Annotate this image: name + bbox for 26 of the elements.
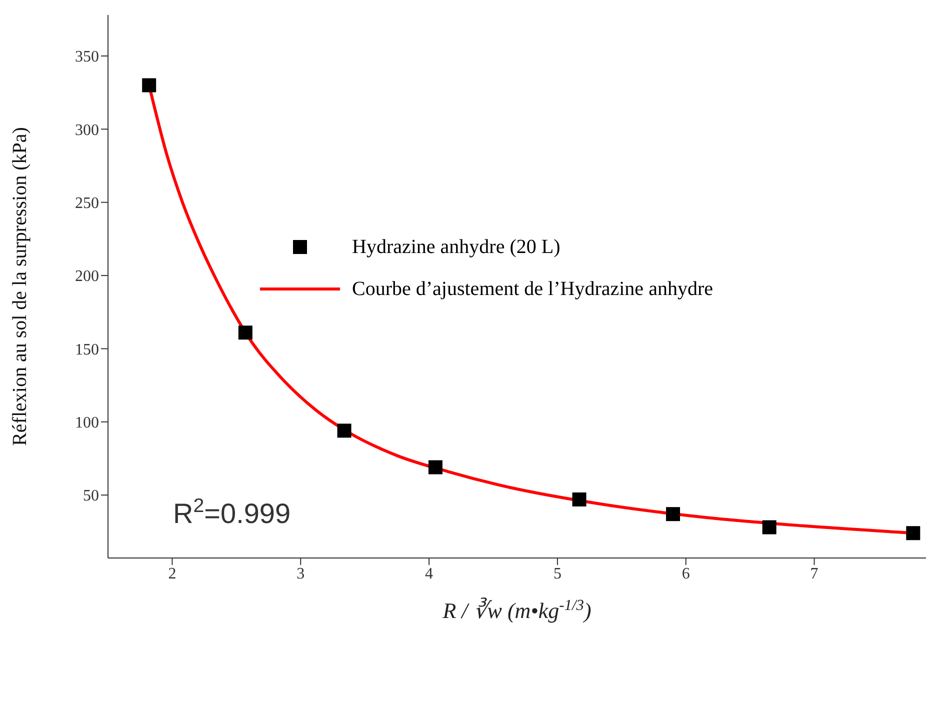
x-tick-label: 3	[296, 565, 305, 582]
legend-label: Hydrazine anhydre (20 L)	[352, 236, 560, 258]
x-tick-label: 4	[425, 565, 434, 582]
y-tick-label: 200	[75, 268, 99, 286]
point	[572, 492, 586, 506]
y-tick-label: 350	[75, 48, 99, 66]
y-axis-title: Réflexion au sol de la surpression (kPa)	[9, 127, 31, 446]
point	[238, 326, 252, 340]
point	[906, 526, 920, 540]
x-tick-label: 2	[168, 565, 176, 582]
y-tick-label: 250	[75, 195, 99, 212]
y-tick-label: 150	[75, 341, 99, 358]
y-tick-label: 50	[83, 488, 99, 505]
legend-label: Courbe d’ajustement de l’Hydrazine anhydre	[352, 278, 713, 300]
y-tick-label: 300	[75, 122, 99, 139]
annotation: R$^{2}$=0.999	[173, 495, 291, 529]
point	[762, 520, 776, 534]
x-tick-label: 6	[682, 565, 690, 582]
point	[142, 78, 156, 92]
point	[428, 460, 442, 474]
y-tick-label: 100	[75, 414, 99, 432]
point	[666, 507, 680, 522]
x-tick-label: 5	[553, 565, 562, 582]
point	[337, 424, 352, 438]
x-axis-title: R / ∛w (m•kg$^{-1/3}$)	[442, 596, 592, 623]
x-tick-label: 7	[810, 565, 818, 582]
